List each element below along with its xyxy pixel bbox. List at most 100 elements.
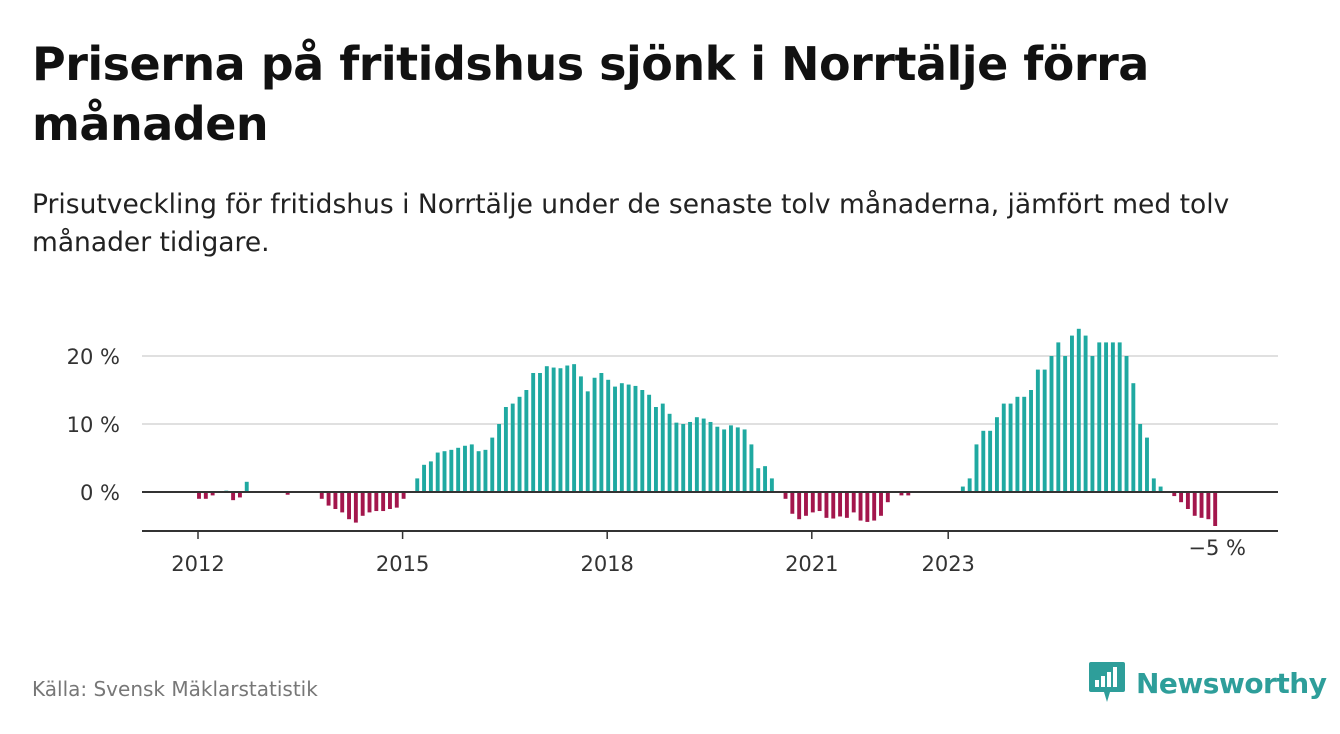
bar: [606, 379, 611, 492]
page-title: Priserna på fritidshus sjönk i Norrtälje…: [32, 37, 1149, 151]
bar: [1172, 492, 1177, 497]
bar: [899, 492, 904, 496]
bar: [401, 492, 406, 499]
bar: [558, 368, 563, 492]
bar: [497, 424, 502, 492]
bar: [463, 445, 467, 492]
bar: [838, 492, 843, 517]
bar: [1199, 492, 1204, 518]
bar: [1076, 328, 1081, 492]
bar-chart: 0 % 10 % 20 % 2012 2015 2018 2021 2023 −5 %: [67, 328, 1278, 576]
bar: [817, 492, 822, 512]
bar: [906, 492, 911, 496]
bar: [1049, 356, 1054, 492]
bar: [1042, 369, 1047, 492]
bar: [1206, 492, 1211, 520]
bar: [981, 430, 986, 492]
bar: [722, 429, 727, 492]
bar: [435, 452, 440, 492]
y-axis-labels: 0 % 10 % 20 %: [67, 345, 120, 505]
bar: [872, 492, 877, 521]
bar: [347, 492, 351, 520]
bar: [1022, 396, 1027, 492]
bar: [783, 492, 788, 499]
bar: [763, 466, 768, 492]
newsworthy-logo-icon: [1089, 662, 1125, 702]
brand-name: Newsworthy: [1136, 666, 1327, 700]
bar: [394, 492, 399, 508]
bar: [994, 417, 999, 492]
x-tick-label: 2023: [921, 552, 974, 576]
bar: [1145, 437, 1149, 492]
bar: [231, 492, 236, 501]
bar: [967, 478, 972, 492]
bar: [544, 366, 549, 492]
bar: [374, 492, 379, 512]
bar: [1158, 486, 1163, 492]
bar: [449, 449, 454, 492]
bar: [667, 413, 672, 492]
bar: [1001, 403, 1006, 492]
bar: [360, 492, 365, 516]
bar: [1015, 396, 1020, 492]
x-tick-label: 2018: [580, 552, 633, 576]
bar: [1063, 356, 1068, 492]
bar: [626, 384, 631, 492]
brand-logo: Newsworthy: [1088, 660, 1327, 706]
bar: [531, 373, 536, 492]
bar: [831, 492, 836, 519]
bar: [681, 424, 686, 492]
bar: [974, 444, 979, 492]
bar: [367, 492, 372, 513]
bar: [428, 461, 433, 492]
x-axis-labels: 2012 2015 2018 2021 2023: [171, 531, 975, 576]
bar: [960, 486, 965, 492]
bar: [1213, 492, 1218, 526]
bar: [1117, 342, 1122, 492]
bar: [353, 492, 358, 523]
bar: [237, 492, 242, 498]
bar: [476, 451, 481, 492]
bar: [572, 364, 577, 492]
bar: [613, 386, 617, 492]
bar: [503, 407, 508, 492]
bar: [851, 492, 856, 513]
x-tick-label: 2015: [376, 552, 429, 576]
bar: [1083, 335, 1088, 492]
bar: [469, 444, 474, 492]
bar: [810, 492, 815, 513]
bar: [1070, 335, 1074, 492]
bar: [456, 447, 461, 492]
bar: [769, 478, 774, 492]
bar: [422, 464, 427, 492]
bar: [578, 376, 583, 492]
bar: [1110, 342, 1115, 492]
bar: [551, 367, 556, 492]
bar: [197, 492, 201, 499]
bar: [824, 492, 829, 518]
last-value-label: −5 %: [1188, 536, 1246, 560]
bar: [490, 437, 495, 492]
bar: [1035, 369, 1040, 492]
bar: [388, 492, 392, 509]
bar: [1151, 478, 1156, 492]
bar: [1029, 390, 1033, 492]
bar: [1185, 492, 1190, 509]
bar: [674, 422, 679, 492]
bar: [585, 391, 590, 492]
bar: [756, 468, 761, 492]
bar: [749, 444, 754, 492]
bar: [1179, 492, 1184, 503]
bar: [538, 373, 542, 492]
bar: [1056, 342, 1061, 492]
bar: [333, 492, 338, 509]
bar: [1138, 424, 1143, 492]
source-note: Källa: Svensk Mäklarstatistik: [32, 677, 318, 701]
bar: [708, 421, 713, 492]
bar: [858, 492, 863, 521]
bar: [1124, 356, 1129, 492]
bar: [1008, 403, 1013, 492]
bar: [790, 492, 795, 514]
bar: [340, 492, 345, 513]
bar: [865, 492, 870, 522]
